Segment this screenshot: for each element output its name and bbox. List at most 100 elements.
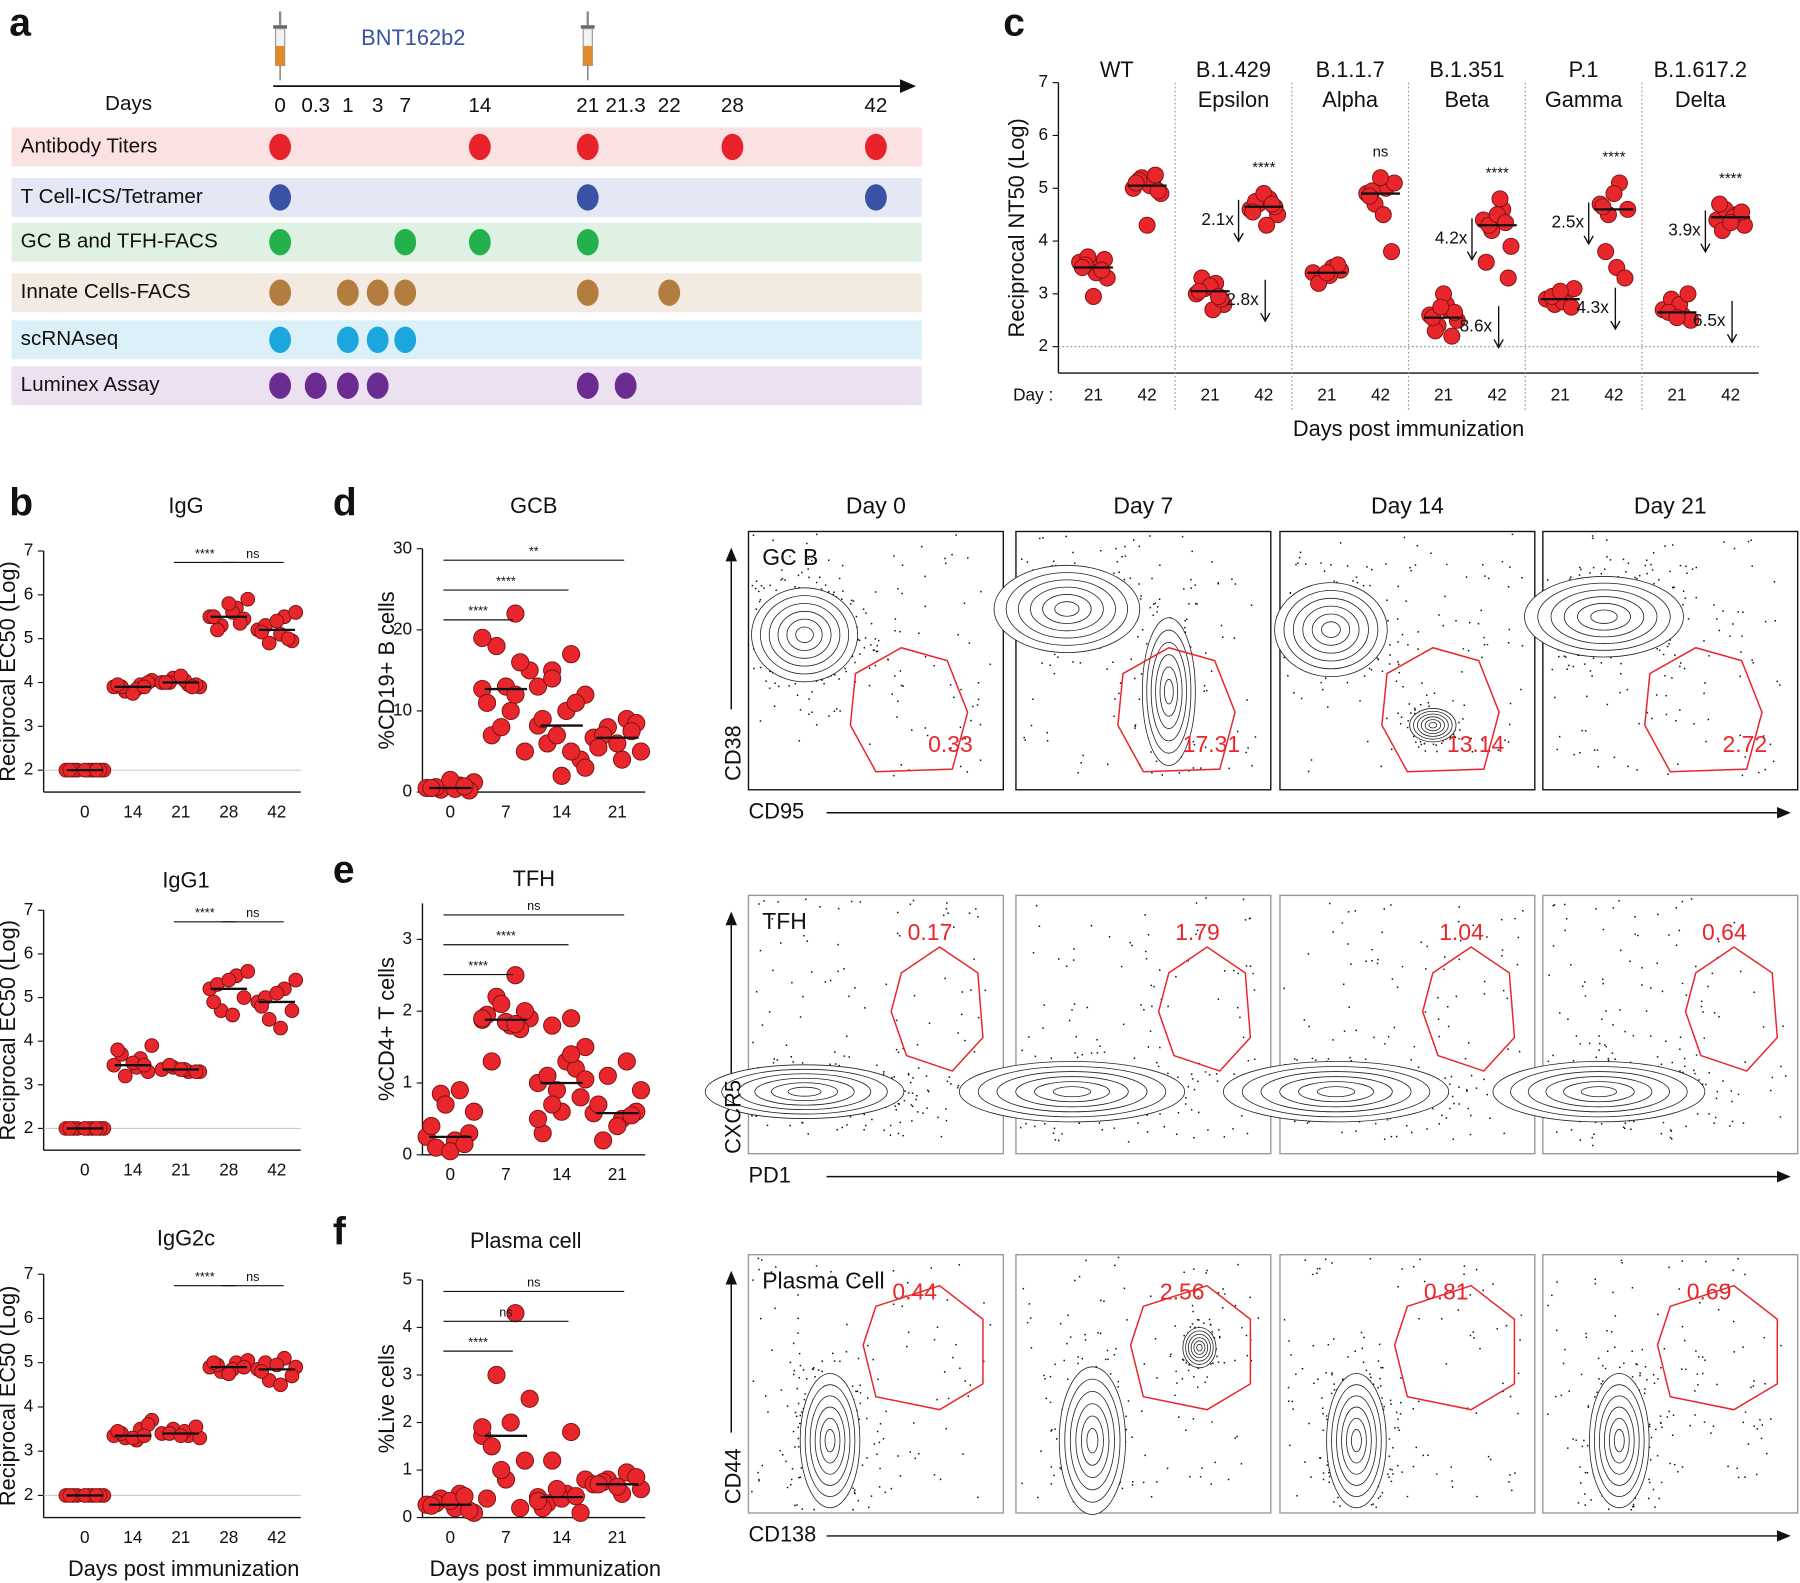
x-tick-label: 14 (123, 1527, 143, 1547)
data-point (1383, 243, 1401, 261)
gate-value: 0.69 (1687, 1278, 1732, 1304)
x-tick-label: 14 (123, 1159, 143, 1179)
day-label: Day : (1013, 385, 1053, 405)
data-point (110, 1042, 126, 1058)
data-point (506, 1015, 525, 1034)
x-tick-label: 21 (608, 1527, 627, 1547)
data-point (1565, 280, 1583, 298)
data-point (1263, 195, 1281, 213)
data-point (280, 631, 296, 647)
data-point (1372, 169, 1390, 187)
flow-gate (1684, 946, 1779, 1072)
y-tick-label: 4 (24, 1030, 34, 1050)
fold-arrow-head (1583, 235, 1594, 246)
y-tick-label: 5 (24, 986, 34, 1006)
variant-subname: Beta (1444, 87, 1490, 112)
x-axis-label: Days post immunization (430, 1556, 661, 1581)
x-tick-label: 7 (501, 801, 511, 821)
variant-subname: Gamma (1545, 87, 1623, 112)
timeline-tick-label: 22 (658, 94, 681, 117)
significance: ns (246, 547, 259, 561)
timepoint-dot (394, 229, 417, 256)
x-tick-label: 21 (608, 801, 627, 821)
y-tick-label: 2 (1039, 335, 1049, 355)
flow-gate (1129, 1284, 1252, 1411)
flow-gate (1117, 646, 1236, 773)
row-band (11, 320, 922, 360)
y-tick-label: 0 (403, 1506, 413, 1526)
y-axis-label: Reciprocal EC50 (Log) (0, 561, 20, 782)
syringe (273, 11, 288, 81)
significance: **** (195, 906, 215, 920)
x-tick-label: 7 (501, 1527, 511, 1547)
flow-contour (1428, 722, 1438, 729)
flow-gate (849, 646, 969, 773)
x-tick-label: 0 (80, 1159, 90, 1179)
flow-gate (890, 946, 984, 1072)
variant-name: B.1.617.2 (1654, 57, 1747, 82)
data-point (273, 1377, 288, 1393)
data-point (269, 985, 285, 1001)
data-point (608, 734, 627, 753)
chart-title: IgG (168, 493, 203, 518)
data-point (552, 766, 571, 785)
fold-arrow-head (1466, 251, 1478, 262)
data-point (598, 1066, 617, 1085)
y-arrow-head (725, 1270, 737, 1285)
data-point (1722, 214, 1740, 232)
timeline-tick-label: 7 (399, 94, 411, 117)
y-tick-label: 3 (24, 1073, 34, 1093)
variant-name: WT (1100, 57, 1134, 82)
significance: ns (1373, 143, 1389, 160)
variant-name: P.1 (1569, 57, 1599, 82)
timepoint-dot (864, 133, 887, 161)
data-point (511, 1498, 530, 1518)
data-point (622, 1106, 641, 1125)
data-point (117, 1068, 133, 1084)
data-point (455, 1487, 474, 1506)
flow-gate (1421, 946, 1516, 1072)
data-point (1497, 214, 1514, 232)
timepoint-dot (721, 133, 744, 161)
data-point (221, 596, 237, 611)
y-axis-label: %CD4+ T cells (374, 957, 399, 1101)
timepoint-dot (864, 184, 887, 211)
data-point (221, 972, 237, 988)
x-tick-label: 28 (219, 1527, 238, 1547)
timepoint-dot (614, 372, 637, 399)
y-tick-label: 1 (403, 1072, 413, 1092)
variant-subname: Epsilon (1198, 87, 1270, 112)
gate-value: 1.79 (1175, 919, 1220, 945)
fold-arrow-head (1610, 320, 1621, 331)
y-tick-label: 2 (403, 1000, 413, 1020)
timeline-tick-label: 21 (576, 94, 599, 117)
x-tick-label: 42 (1721, 385, 1740, 405)
x-arrow-head (1777, 806, 1791, 819)
data-point (501, 1413, 520, 1432)
fold-arrow-head (1700, 243, 1711, 254)
flow-contour (795, 626, 814, 644)
flow-contour (787, 1086, 822, 1097)
data-point (543, 1095, 562, 1114)
significance: **** (1486, 165, 1509, 182)
x-tick-label: 0 (80, 801, 90, 821)
y-axis-label: %Live cells (374, 1344, 399, 1453)
flow-gate (1393, 1284, 1516, 1411)
data-point (562, 1009, 581, 1028)
timepoint-dot (468, 133, 491, 161)
y-tick-label: 0 (403, 781, 413, 801)
column-header: Day 21 (1634, 492, 1707, 518)
gate-value: 2.72 (1722, 731, 1767, 757)
y-tick-label: 3 (403, 928, 413, 948)
x-axis-label: Days post immunization (68, 1556, 299, 1581)
data-point (441, 1142, 460, 1161)
variant-subname: Delta (1675, 87, 1727, 112)
data-point (1361, 187, 1378, 205)
flow-gate (1381, 646, 1500, 773)
flow-contour (1590, 609, 1618, 624)
fold-change: 6.5x (1693, 310, 1726, 330)
flow-frame (1015, 1254, 1272, 1514)
flow-contour (1052, 1086, 1092, 1098)
timeline-tick-label: 0.3 (301, 94, 330, 117)
